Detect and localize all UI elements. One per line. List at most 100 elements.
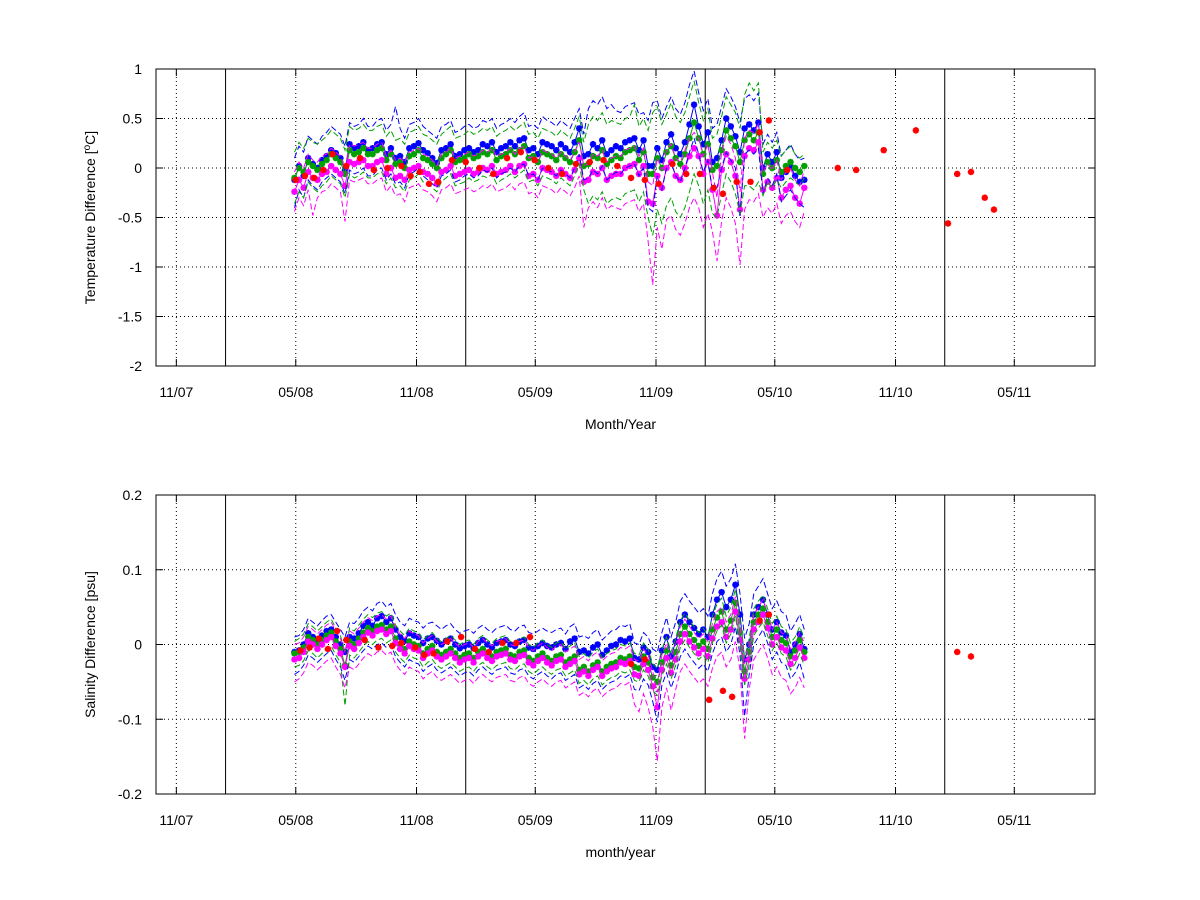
data-point: [387, 615, 395, 622]
data-point: [461, 656, 468, 663]
data-point: [667, 131, 675, 138]
data-point: [525, 172, 532, 180]
data-point: [337, 645, 344, 653]
data-point: [644, 162, 652, 170]
x-tick-label: 11/09: [639, 812, 673, 828]
data-point: [741, 675, 748, 683]
data-point: [511, 168, 519, 176]
data-point: [745, 656, 753, 663]
data-point: [585, 150, 592, 158]
data-point: [723, 127, 730, 134]
data-point: [640, 137, 647, 144]
data-point: [787, 648, 794, 656]
data-point: [663, 139, 670, 146]
data-point: [572, 160, 580, 168]
data-point: [621, 656, 629, 663]
data-point: [695, 630, 702, 638]
series-envelope-8: [294, 175, 805, 285]
data-point: [778, 644, 785, 651]
data-point: [718, 137, 725, 144]
data-point: [364, 162, 372, 170]
data-point: [782, 186, 790, 193]
data-point: [723, 603, 730, 611]
data-point: [784, 166, 791, 174]
data-point: [599, 668, 606, 675]
data-point: [407, 172, 414, 180]
data-point: [640, 660, 647, 668]
data-point: [603, 668, 610, 675]
data-point: [373, 615, 381, 622]
data-point: [318, 170, 326, 178]
x-tick-label: 11/10: [879, 812, 913, 828]
data-point: [576, 666, 583, 674]
data-point: [346, 158, 353, 166]
data-point: [690, 119, 698, 126]
data-point: [442, 145, 450, 152]
data-point: [704, 633, 712, 641]
data-point: [392, 639, 399, 647]
data-point: [448, 156, 456, 164]
data-point: [516, 648, 523, 656]
data-point: [796, 178, 803, 186]
data-point: [801, 176, 808, 184]
y-tick-label: 0.1: [123, 562, 143, 578]
data-point: [704, 141, 712, 148]
data-point: [686, 630, 693, 638]
data-point: [594, 663, 601, 671]
x-tick-label: 11/08: [400, 384, 434, 400]
data-point: [429, 633, 436, 641]
x-tick-label: 11/08: [400, 812, 434, 828]
data-point: [328, 633, 335, 641]
data-point: [502, 636, 509, 644]
data-point: [796, 630, 803, 638]
data-point: [444, 638, 451, 645]
envelope-line: [294, 615, 805, 706]
data-point: [392, 154, 399, 162]
data-point: [300, 644, 307, 651]
data-point: [566, 656, 574, 663]
data-point: [562, 154, 569, 162]
data-point: [318, 641, 326, 648]
data-point: [576, 154, 583, 162]
data-point: [585, 668, 592, 675]
data-point: [534, 150, 542, 158]
data-point: [332, 166, 339, 174]
data-point: [796, 636, 803, 644]
data-point: [654, 145, 661, 152]
data-point: [309, 636, 317, 644]
data-point: [474, 648, 482, 656]
data-point: [728, 693, 736, 701]
data-point: [442, 150, 450, 158]
data-point: [553, 657, 560, 665]
data-point: [759, 605, 767, 612]
data-point: [329, 150, 336, 158]
data-point: [787, 660, 794, 668]
data-point: [452, 158, 459, 166]
data-point: [410, 143, 418, 150]
x-tick-label: 05/10: [757, 384, 792, 400]
data-point: [644, 170, 652, 178]
data-point: [681, 139, 689, 146]
data-point: [410, 164, 418, 172]
data-point: [782, 632, 790, 639]
data-point: [566, 638, 574, 645]
data-point: [787, 182, 794, 190]
data-point: [470, 148, 477, 156]
data-point: [401, 637, 408, 644]
x-axis-label: Month/Year: [585, 416, 656, 432]
data-point: [378, 145, 385, 152]
data-point: [787, 158, 794, 166]
data-point: [571, 653, 578, 660]
data-point: [398, 639, 405, 647]
data-point: [424, 650, 431, 657]
data-point: [690, 101, 698, 108]
data-point: [576, 137, 583, 144]
data-point: [557, 651, 565, 659]
data-point: [672, 656, 679, 663]
data-point: [300, 648, 307, 656]
data-point: [791, 654, 799, 662]
data-point: [621, 164, 629, 172]
data-point: [479, 650, 486, 657]
data-point: [640, 653, 647, 660]
data-point: [337, 154, 344, 162]
